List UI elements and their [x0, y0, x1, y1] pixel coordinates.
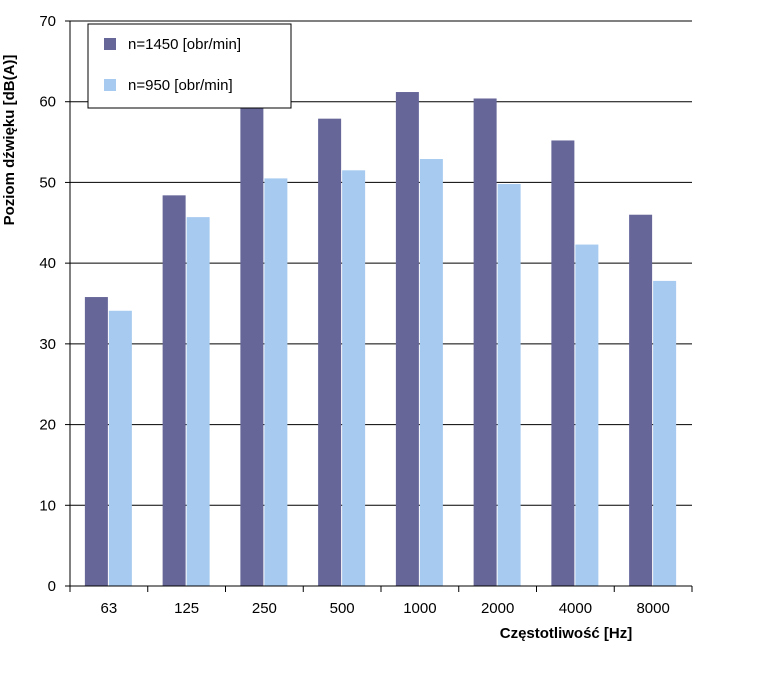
y-tick-labels: 0 10 20 30 40 50 60 70 — [39, 13, 56, 595]
x-tick-label: 2000 — [481, 600, 514, 617]
x-tick-label: 63 — [101, 600, 118, 617]
x-tick-labels: 63 125 250 500 1000 2000 4000 8000 — [101, 600, 670, 617]
x-tick-label: 500 — [330, 600, 355, 617]
legend-label-n1450: n=1450 [obr/min] — [128, 36, 241, 53]
bar-n1450-500 — [318, 118, 342, 587]
bar-n950-4000 — [575, 244, 599, 587]
bar-n950-8000 — [653, 280, 677, 586]
y-tick-label: 70 — [39, 13, 56, 30]
y-tick-label: 30 — [39, 336, 56, 353]
bar-n1450-1000 — [395, 92, 419, 587]
bar-n950-500 — [342, 170, 366, 587]
bar-n1450-250 — [240, 105, 264, 586]
bar-n950-1000 — [419, 159, 443, 586]
legend: n=1450 [obr/min] n=950 [obr/min] — [87, 23, 292, 109]
bar-n1450-63 — [84, 297, 108, 586]
bar-n950-250 — [264, 178, 288, 586]
x-tick-label: 125 — [174, 600, 199, 617]
bar-n1450-2000 — [473, 98, 497, 586]
legend-box — [87, 23, 292, 109]
x-tick-label: 4000 — [559, 600, 592, 617]
y-tick-label: 50 — [39, 174, 56, 191]
bar-n1450-125 — [162, 195, 186, 587]
y-tick-label: 10 — [39, 497, 56, 514]
x-tick-label: 250 — [252, 600, 277, 617]
bar-n950-2000 — [497, 184, 521, 587]
x-tick-label: 1000 — [403, 600, 436, 617]
y-axis-title: Poziom dźwięku [dB(A)] — [1, 55, 18, 226]
bar-n1450-8000 — [629, 214, 653, 586]
y-tick-label: 60 — [39, 94, 56, 111]
x-axis-title: Częstotliwość [Hz] — [500, 625, 633, 642]
legend-swatch-n1450 — [104, 38, 116, 50]
y-tick-label: 0 — [48, 578, 56, 595]
y-tick-label: 40 — [39, 255, 56, 272]
legend-swatch-n950 — [104, 79, 116, 91]
bar-n950-63 — [108, 310, 132, 586]
bar-n1450-4000 — [551, 140, 575, 586]
legend-label-n950: n=950 [obr/min] — [128, 77, 233, 94]
y-tick-label: 20 — [39, 417, 56, 434]
x-tick-label: 8000 — [636, 600, 669, 617]
axes — [65, 20, 693, 592]
bar-n950-125 — [186, 217, 210, 586]
bars — [84, 92, 677, 587]
